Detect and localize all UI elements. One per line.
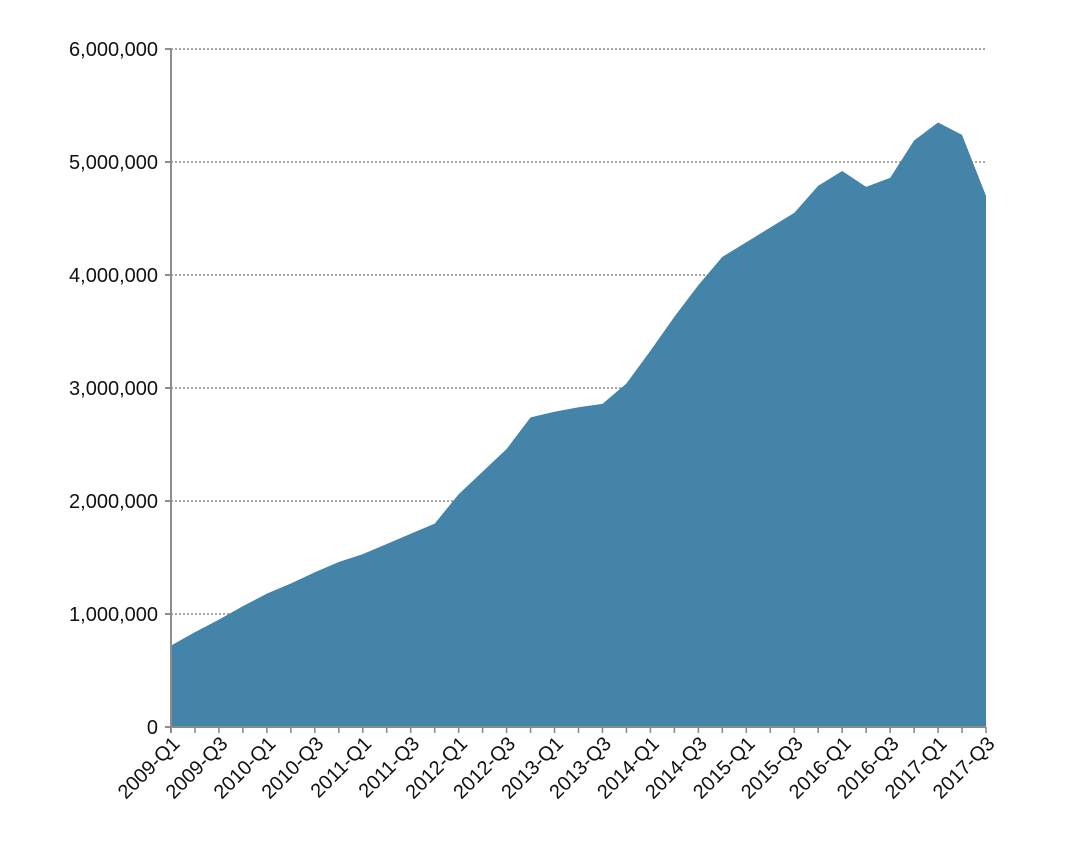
y-tick-label: 5,000,000	[69, 152, 158, 174]
series-area-layer	[171, 122, 986, 727]
y-tick-label: 6,000,000	[69, 39, 158, 61]
series-area	[171, 122, 986, 727]
axes	[165, 48, 987, 733]
y-tick-labels: 0 1,000,000 2,000,000 3,000,000 4,000,000 5,0…	[69, 39, 158, 739]
y-tick-label: 3,000,000	[69, 378, 158, 400]
y-tick-label: 4,000,000	[69, 265, 158, 287]
y-tick-label: 0	[147, 717, 158, 739]
y-tick-label: 2,000,000	[69, 491, 158, 513]
y-tick-label: 1,000,000	[69, 604, 158, 626]
x-tick-labels: 2009-Q12009-Q32010-Q12010-Q32011-Q12011-…	[114, 733, 1000, 804]
